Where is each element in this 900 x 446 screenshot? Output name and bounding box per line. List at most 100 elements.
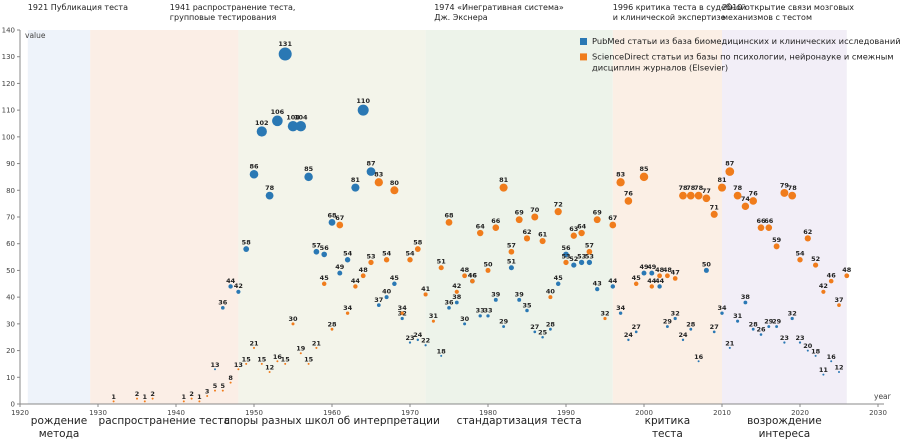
sciencedirect-point-1964 bbox=[360, 273, 366, 279]
y-tick-label-100: 100 bbox=[2, 133, 15, 141]
sciencedirect-point-1985 bbox=[523, 235, 531, 242]
pubmed-label-1994: 43 bbox=[593, 279, 602, 287]
pubmed-label-1998: 24 bbox=[624, 331, 634, 339]
pubmed-point-1989 bbox=[555, 281, 561, 287]
sciencedirect-label-1935: 2 bbox=[135, 390, 140, 398]
sciencedirect-label-1957: 15 bbox=[304, 355, 314, 363]
sciencedirect-label-1959: 45 bbox=[320, 274, 330, 282]
sciencedirect-label-1980: 50 bbox=[483, 260, 493, 268]
pubmed-point-1960 bbox=[328, 218, 336, 226]
pubmed-label-2011: 21 bbox=[725, 339, 735, 347]
sciencedirect-label-2017: 59 bbox=[772, 236, 782, 244]
pubmed-label-1992: 53 bbox=[577, 252, 586, 260]
pubmed-point-1986 bbox=[533, 330, 537, 334]
pubmed-label-1961: 49 bbox=[335, 263, 345, 271]
pubmed-point-1957 bbox=[304, 172, 313, 182]
pubmed-point-2006 bbox=[689, 327, 693, 331]
sciencedirect-label-1982: 81 bbox=[499, 176, 509, 184]
era-label-1: распространение теста bbox=[99, 415, 231, 427]
pubmed-point-1997 bbox=[618, 311, 623, 315]
pubmed-point-1996 bbox=[610, 284, 615, 289]
pubmed-point-2011 bbox=[728, 346, 731, 349]
sciencedirect-point-1943 bbox=[198, 400, 201, 403]
sciencedirect-point-1980 bbox=[485, 267, 491, 273]
sciencedirect-label-1983: 57 bbox=[507, 241, 516, 249]
pubmed-label-1974: 18 bbox=[437, 347, 447, 355]
era-label-line-5-0: возрождение bbox=[747, 415, 822, 427]
x-tick-label-1940: 1940 bbox=[167, 409, 185, 417]
sciencedirect-point-1979 bbox=[477, 229, 484, 237]
sciencedirect-label-2010: 81 bbox=[717, 176, 727, 184]
pubmed-label-2014: 28 bbox=[749, 320, 759, 328]
sciencedirect-label-1945: 5 bbox=[213, 382, 218, 390]
pubmed-point-1953 bbox=[272, 115, 283, 127]
era-band-0 bbox=[27, 30, 91, 404]
sciencedirect-point-1975 bbox=[445, 218, 453, 226]
sciencedirect-point-1967 bbox=[383, 257, 390, 263]
sciencedirect-label-1979: 64 bbox=[476, 222, 486, 230]
sciencedirect-label-1970: 54 bbox=[405, 250, 415, 258]
sciencedirect-point-1962 bbox=[345, 311, 350, 315]
pubmed-point-2019 bbox=[790, 316, 794, 321]
sciencedirect-point-1993 bbox=[586, 248, 593, 255]
event-line-2010-1: механизмов с тестом bbox=[722, 13, 812, 22]
pubmed-point-1966 bbox=[376, 303, 381, 308]
sciencedirect-point-1959 bbox=[321, 281, 327, 287]
sciencedirect-point-1978 bbox=[470, 278, 475, 284]
sciencedirect-label-2001: 44 bbox=[647, 277, 657, 285]
sciencedirect-label-1956: 19 bbox=[296, 345, 306, 353]
pubmed-label-1950: 86 bbox=[249, 162, 259, 170]
y-tick-label-140: 140 bbox=[2, 27, 15, 35]
era-label-line-0-0: рождение bbox=[31, 415, 87, 427]
sciencedirect-point-1956 bbox=[299, 352, 302, 355]
pubmed-label-1976: 38 bbox=[452, 293, 462, 301]
sciencedirect-point-1951 bbox=[260, 362, 263, 365]
pubmed-point-1961 bbox=[337, 270, 343, 276]
pubmed-point-1985 bbox=[525, 308, 529, 313]
pubmed-point-1988 bbox=[549, 327, 552, 331]
pubmed-label-1986: 27 bbox=[530, 323, 539, 331]
era-label-4: критика теста bbox=[645, 415, 691, 440]
sciencedirect-point-2019 bbox=[788, 191, 797, 200]
sciencedirect-point-1992 bbox=[578, 229, 585, 237]
sciencedirect-point-2013 bbox=[741, 202, 750, 211]
sciencedirect-point-1970 bbox=[407, 257, 413, 263]
sciencedirect-label-2014: 76 bbox=[749, 190, 759, 198]
sciencedirect-label-2015: 66 bbox=[756, 217, 766, 225]
sciencedirect-point-1974 bbox=[438, 265, 444, 271]
pubmed-point-1974 bbox=[440, 354, 443, 357]
pubmed-point-1947 bbox=[228, 284, 233, 289]
sciencedirect-point-1957 bbox=[307, 362, 310, 365]
pubmed-label-2016: 29 bbox=[764, 318, 774, 326]
era-bands bbox=[27, 30, 847, 404]
sciencedirect-point-1958 bbox=[315, 346, 318, 349]
pubmed-point-1949 bbox=[243, 246, 250, 252]
legend-line-pubmed-0: PubMed статьи из база биомедицинских и к… bbox=[592, 36, 900, 46]
sciencedirect-label-1937: 2 bbox=[150, 390, 155, 398]
pubmed-label-2008: 50 bbox=[702, 260, 712, 268]
sciencedirect-point-2009 bbox=[710, 210, 718, 218]
pubmed-point-2016 bbox=[767, 325, 771, 328]
sciencedirect-label-1952: 12 bbox=[265, 363, 274, 371]
sciencedirect-label-1987: 61 bbox=[538, 230, 548, 238]
sciencedirect-label-1958: 21 bbox=[312, 339, 322, 347]
sciencedirect-point-2024 bbox=[828, 278, 834, 284]
sciencedirect-label-1977: 48 bbox=[460, 266, 470, 274]
pubmed-label-2021: 20 bbox=[803, 342, 813, 350]
pubmed-label-2001: 49 bbox=[647, 263, 657, 271]
era-label-0: рождение метода bbox=[31, 415, 87, 440]
y-tick-label-70: 70 bbox=[6, 214, 15, 222]
pubmed-point-2002 bbox=[657, 284, 662, 289]
pubmed-point-2003 bbox=[665, 325, 669, 328]
sciencedirect-label-1994: 69 bbox=[593, 209, 603, 217]
sciencedirect-label-1943: 1 bbox=[197, 393, 202, 401]
pubmed-point-2021 bbox=[806, 349, 809, 352]
pubmed-point-1970 bbox=[408, 341, 412, 344]
pubmed-label-1971: 24 bbox=[413, 331, 423, 339]
sciencedirect-label-2018: 79 bbox=[780, 182, 790, 190]
y-tick-label-130: 130 bbox=[2, 53, 15, 61]
pubmed-label-2002: 44 bbox=[655, 277, 665, 285]
sciencedirect-label-1990: 53 bbox=[561, 252, 570, 260]
sciencedirect-label-2023: 42 bbox=[819, 282, 828, 290]
